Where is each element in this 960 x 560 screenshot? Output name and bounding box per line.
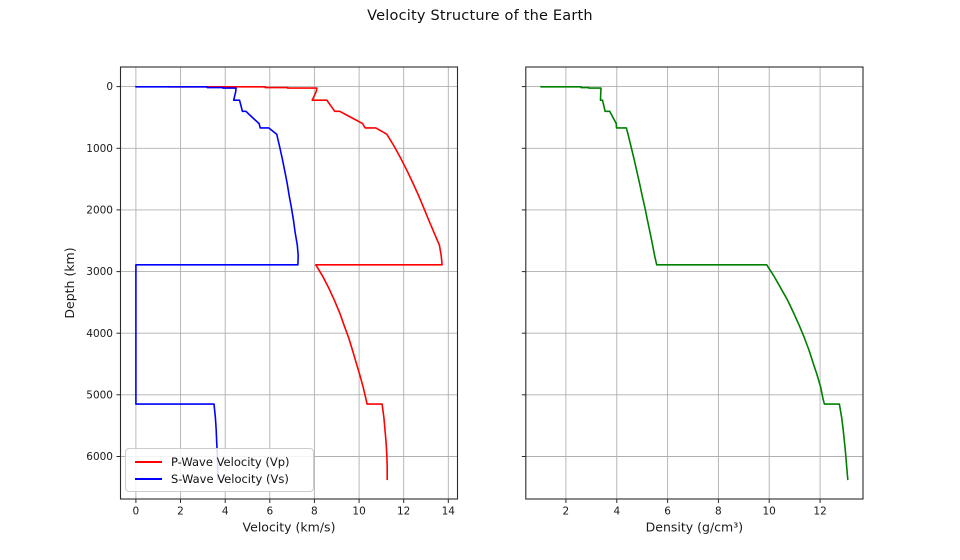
x-tick-label: 4 xyxy=(613,506,620,518)
x-tick-label: 0 xyxy=(133,506,140,518)
x-tick-label: 12 xyxy=(813,506,826,518)
y-tick-label: 1000 xyxy=(86,143,113,155)
p-wave-legend-label: P-Wave Velocity (Vp) xyxy=(171,454,290,469)
p-wave-legend-line-icon xyxy=(135,460,162,463)
x-tick-label: 6 xyxy=(664,506,671,518)
x-tick-label: 14 xyxy=(442,506,456,518)
x-tick-label: 4 xyxy=(222,506,229,518)
y-tick-label: 6000 xyxy=(86,451,113,463)
x-axis-label: Velocity (km/s) xyxy=(243,520,336,535)
density-line xyxy=(540,85,849,481)
y-tick-label: 4000 xyxy=(86,328,113,340)
y-tick-label: 2000 xyxy=(86,205,113,217)
x-tick-label: 2 xyxy=(563,506,570,518)
y-axis-label: Depth (km) xyxy=(62,247,77,318)
x-tick-label: 2 xyxy=(177,506,184,518)
s-wave-legend-label: S-Wave Velocity (Vs) xyxy=(171,471,289,486)
legend: P-Wave Velocity (Vp) S-Wave Velocity (Vs) xyxy=(125,448,314,492)
x-axis-label: Density (g/cm³) xyxy=(646,520,743,535)
x-tick-label: 10 xyxy=(352,506,365,518)
x-tick-label: 12 xyxy=(397,506,410,518)
y-tick-label: 0 xyxy=(106,81,113,93)
legend-entry-s-wave: S-Wave Velocity (Vs) xyxy=(135,470,305,487)
y-tick-label: 5000 xyxy=(86,389,113,401)
plot-spines xyxy=(119,66,459,500)
plot-spines xyxy=(525,66,864,500)
s-wave-line xyxy=(135,85,300,481)
x-tick-label: 10 xyxy=(763,506,776,518)
x-tick-label: 8 xyxy=(311,506,318,518)
legend-entry-p-wave: P-Wave Velocity (Vp) xyxy=(135,453,305,470)
figure-title: Velocity Structure of the Earth xyxy=(367,8,593,24)
x-tick-label: 6 xyxy=(266,506,273,518)
y-tick-label: 3000 xyxy=(86,266,113,278)
p-wave-line xyxy=(167,85,443,481)
s-wave-legend-line-icon xyxy=(135,477,162,480)
x-tick-label: 8 xyxy=(715,506,722,518)
